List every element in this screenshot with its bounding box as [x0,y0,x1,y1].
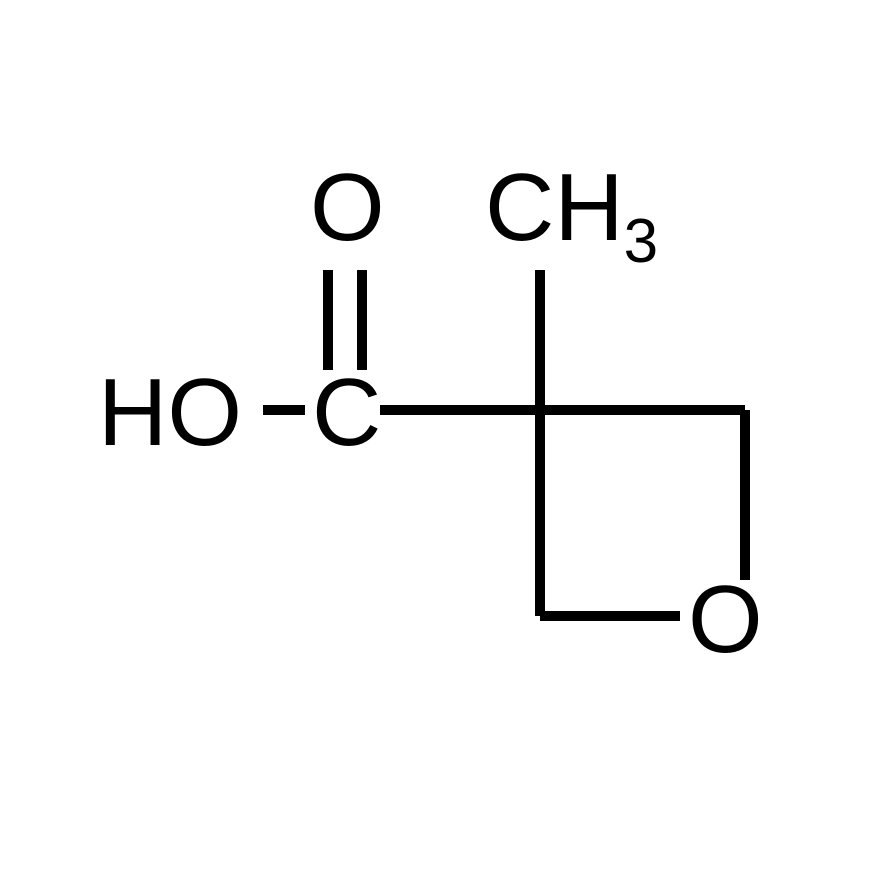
atom-c-carboxyl: C [312,359,381,466]
atom-ch3: CH3 [485,154,658,276]
atom-ho: HO [98,359,242,466]
atom-o-carbonyl: O [310,154,385,261]
atom-o-ring: O [688,566,763,673]
molecule-diagram: O CH3 HO C O [0,0,890,890]
atom-ch3-sub: 3 [624,207,658,276]
atom-ch3-ch: CH [485,154,624,261]
